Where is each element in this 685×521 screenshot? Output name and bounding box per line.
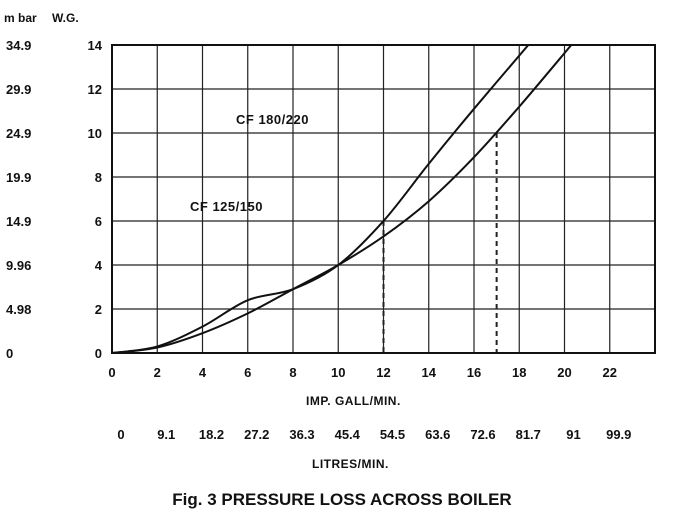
- y-right-header: W.G.: [52, 11, 79, 25]
- y-mbar-label: 19.9: [6, 170, 31, 185]
- x2-tick-label: 72.6: [470, 427, 495, 442]
- x2-axis-label: LITRES/MIN.: [312, 457, 389, 471]
- x-tick-label: 0: [108, 365, 115, 380]
- y-tick-label: 6: [95, 214, 102, 229]
- y-mbar-label: 0: [6, 346, 13, 361]
- x2-tick-label: 27.2: [244, 427, 269, 442]
- x-tick-label: 2: [154, 365, 161, 380]
- y-tick-label: 10: [88, 126, 102, 141]
- x-tick-label: 16: [467, 365, 481, 380]
- figure-caption: Fig. 3 PRESSURE LOSS ACROSS BOILER: [172, 490, 511, 509]
- x2-tick-label: 0: [117, 427, 124, 442]
- x2-tick-label: 54.5: [380, 427, 405, 442]
- x-tick-label: 22: [603, 365, 617, 380]
- y-mbar-label: 29.9: [6, 82, 31, 97]
- y-mbar-label: 24.9: [6, 126, 31, 141]
- plot-frame: [111, 44, 656, 354]
- annotation-cf-125-150: CF 125/150: [190, 199, 263, 214]
- series-line-0: [111, 44, 530, 354]
- guide-lines: [112, 132, 498, 353]
- x-axis-label: IMP. GALL/MIN.: [306, 394, 401, 408]
- y-tick-label: 4: [95, 258, 103, 273]
- series-line-1: [111, 44, 573, 354]
- x2-tick-label: 99.9: [606, 427, 631, 442]
- y-mbar-label: 4.98: [6, 302, 31, 317]
- y-tick-label: 12: [88, 82, 102, 97]
- x2-tick-label: 9.1: [157, 427, 175, 442]
- x-tick-label: 18: [512, 365, 526, 380]
- tick-labels: 0029.1418.2627.2836.31045.41254.51463.61…: [6, 38, 631, 442]
- x2-tick-label: 36.3: [289, 427, 314, 442]
- x-tick-label: 12: [376, 365, 390, 380]
- x2-tick-label: 18.2: [199, 427, 224, 442]
- x-tick-label: 20: [557, 365, 571, 380]
- annotation-cf-180-220: CF 180/220: [236, 112, 309, 127]
- x2-tick-label: 63.6: [425, 427, 450, 442]
- y-tick-label: 8: [95, 170, 102, 185]
- y-tick-label: 0: [95, 346, 102, 361]
- y-mbar-label: 34.9: [6, 38, 31, 53]
- y-mbar-label: 14.9: [6, 214, 31, 229]
- x-tick-label: 14: [422, 365, 437, 380]
- x2-tick-label: 91: [566, 427, 580, 442]
- x-tick-label: 4: [199, 365, 207, 380]
- x-tick-label: 8: [289, 365, 296, 380]
- y-mbar-label: 9.96: [6, 258, 31, 273]
- x2-tick-label: 45.4: [335, 427, 361, 442]
- y-left-header: m bar: [4, 11, 37, 25]
- x-tick-label: 10: [331, 365, 345, 380]
- y-tick-label: 2: [95, 302, 102, 317]
- x-tick-label: 6: [244, 365, 251, 380]
- series-lines: [111, 44, 573, 354]
- x2-tick-label: 81.7: [516, 427, 541, 442]
- y-tick-label: 14: [88, 38, 103, 53]
